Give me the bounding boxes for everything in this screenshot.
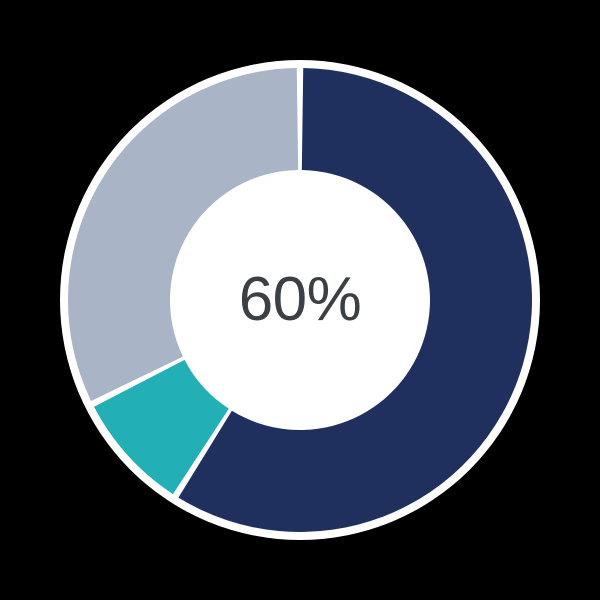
donut-slices-group: Primary 59%Accent 8.6%Remainder 32.4% xyxy=(67,68,532,532)
donut-slice-primary[interactable]: Primary 59% xyxy=(178,68,532,532)
donut-slice-accent[interactable]: Accent 8.6% xyxy=(94,359,229,495)
donut-slice-remainder[interactable]: Remainder 32.4% xyxy=(67,68,299,401)
